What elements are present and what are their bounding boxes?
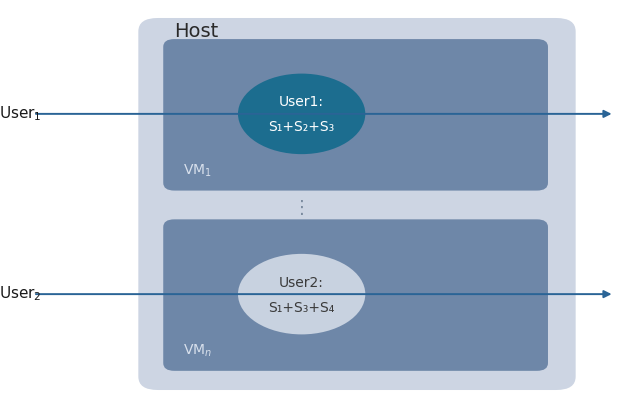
Ellipse shape <box>238 73 365 154</box>
Text: User$_2$: User$_2$ <box>0 285 42 304</box>
FancyBboxPatch shape <box>163 39 548 191</box>
FancyBboxPatch shape <box>163 220 548 371</box>
Text: VM$_1$: VM$_1$ <box>183 163 211 179</box>
Text: S₁+S₃+S₄: S₁+S₃+S₄ <box>269 301 335 315</box>
Text: User2:: User2: <box>279 276 324 290</box>
Text: User1:: User1: <box>279 95 324 109</box>
Text: VM$_n$: VM$_n$ <box>183 343 211 359</box>
Text: User$_1$: User$_1$ <box>0 104 42 123</box>
Text: Host: Host <box>174 22 218 41</box>
Ellipse shape <box>238 254 365 335</box>
Text: ⋮: ⋮ <box>292 199 310 217</box>
Text: S₁+S₂+S₃: S₁+S₂+S₃ <box>269 120 335 134</box>
FancyBboxPatch shape <box>138 18 576 390</box>
